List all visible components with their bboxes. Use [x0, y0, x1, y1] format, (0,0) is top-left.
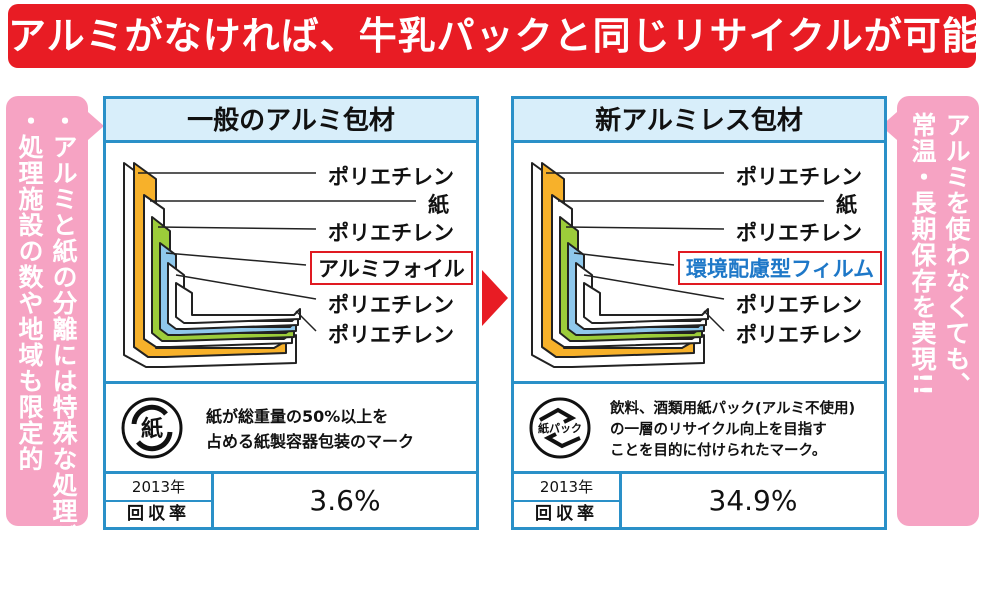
mark-line: 紙が総重量の50%以上を: [206, 407, 389, 426]
left-note: ・アルミと紙の分離には特殊な処理が必要 ・処理施設の数や地域も限定的: [6, 96, 88, 602]
stat-rate-label: 回収率: [127, 504, 190, 524]
right-note-line2: 常温・長期保存を実現!!: [908, 112, 937, 397]
recycle-mark-row: 紙 紙が総重量の50%以上を 占める紙製容器包装のマーク: [106, 381, 476, 471]
stat-rate-label: 回収率: [535, 504, 598, 524]
paper-recycle-icon: 紙: [121, 397, 183, 459]
recycle-mark-row: 紙パック 飲料、酒類用紙パック(アルミ不使用) の一層のリサイクル向上を目指す …: [514, 381, 884, 471]
layer-label: ポリエチレン: [328, 165, 454, 189]
right-note: アルミを使わなくても、 常温・長期保存を実現!!: [897, 96, 979, 526]
mark-line: 占める紙製容器包装のマーク: [206, 432, 415, 451]
layer-label-highlight: アルミフォイル: [310, 251, 473, 285]
mark-description: 紙が総重量の50%以上を 占める紙製容器包装のマーク: [206, 404, 414, 454]
recovery-rate-row: 2013年 回収率 34.9%: [514, 471, 884, 527]
left-note-line1: ・アルミと紙の分離には特殊な処理が必要: [49, 108, 78, 602]
carton-recycle-icon: 紙パック: [529, 397, 591, 459]
layer-label: ポリエチレン: [736, 323, 862, 347]
layer-label: ポリエチレン: [328, 221, 454, 245]
layer-diagram: ポリエチレン 紙 ポリエチレン 環境配慮型フィルム ポリエチレン ポリエチレン: [514, 143, 884, 477]
right-note-line1: アルミを使わなくても、: [942, 112, 971, 398]
layer-label: 紙: [836, 193, 857, 217]
transition-arrow-icon: [482, 270, 508, 326]
recovery-rate-row: 2013年 回収率 3.6%: [106, 471, 476, 527]
stat-label-cell: 2013年 回収率: [106, 474, 214, 527]
mark-line: の一層のリサイクル向上を目指す: [610, 422, 827, 438]
layer-label: ポリエチレン: [736, 293, 862, 317]
layer-cross-section: [123, 162, 416, 368]
stat-label-cell: 2013年 回収率: [514, 474, 622, 527]
layer-cross-section: [531, 162, 824, 368]
mark-line: ことを目的に付けられたマーク。: [610, 443, 827, 459]
stat-rate-value: 34.9%: [708, 484, 798, 517]
panel-title: 新アルミレス包材: [514, 99, 884, 143]
left-note-tail: [88, 112, 104, 140]
layer-label: ポリエチレン: [328, 293, 454, 317]
layer-label: 紙: [428, 193, 449, 217]
paper-mark-text: 紙: [141, 416, 163, 442]
mark-line: 飲料、酒類用紙パック(アルミ不使用): [610, 401, 856, 417]
layer-label-highlight: 環境配慮型フィルム: [678, 251, 883, 285]
mark-description: 飲料、酒類用紙パック(アルミ不使用) の一層のリサイクル向上を目指す ことを目的…: [610, 399, 855, 462]
layer-label: ポリエチレン: [328, 323, 454, 347]
stat-year: 2013年: [514, 474, 619, 502]
panel-aluminum-packaging: 一般のアルミ包材 ポリエチレン 紙 ポリエチレン ア: [103, 96, 479, 530]
stat-rate-value: 3.6%: [309, 484, 381, 517]
left-note-line2: ・処理施設の数や地域も限定的: [15, 108, 44, 472]
stat-year: 2013年: [106, 474, 211, 502]
carton-mark-text: 紙パック: [538, 421, 582, 435]
layer-label: ポリエチレン: [736, 221, 862, 245]
layer-diagram: ポリエチレン 紙 ポリエチレン アルミフォイル ポリエチレン ポリエチレン: [106, 143, 476, 477]
headline-banner: アルミがなければ、牛乳パックと同じリサイクルが可能に!!: [8, 4, 976, 68]
panel-aluminum-free-packaging: 新アルミレス包材 ポリエチレン 紙 ポリエチレン 環: [511, 96, 887, 530]
layer-label: ポリエチレン: [736, 165, 862, 189]
panel-title: 一般のアルミ包材: [106, 99, 476, 143]
